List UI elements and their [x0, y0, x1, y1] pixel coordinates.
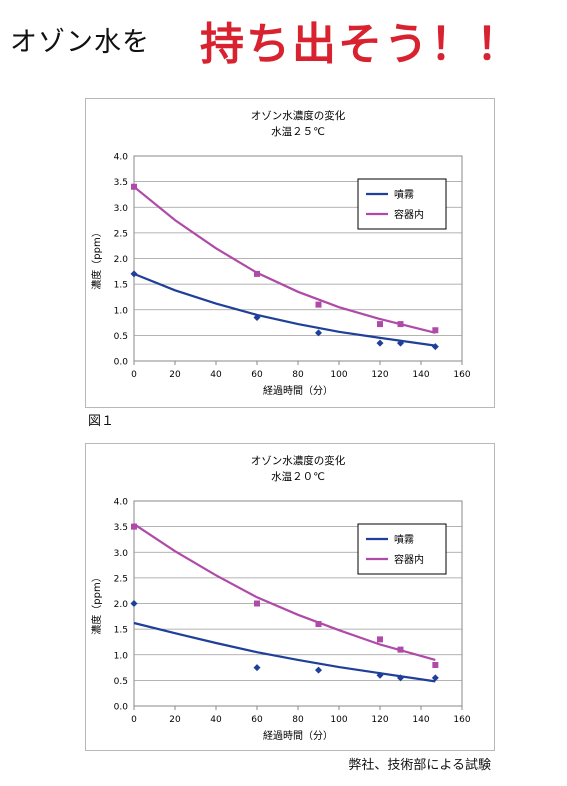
data-point-container: [377, 321, 383, 328]
x-tick-label: 140: [412, 715, 429, 725]
trendline-container: [133, 185, 436, 334]
x-tick-label: 40: [210, 370, 222, 380]
data-point-spray: [130, 270, 138, 278]
headline-left: オゾン水を: [10, 27, 150, 58]
x-tick-label: 100: [330, 370, 347, 380]
x-tick-label: 60: [251, 370, 263, 380]
y-tick-label: 4.0: [114, 153, 129, 163]
y-tick-label: 1.5: [114, 626, 128, 636]
data-point-spray: [397, 674, 404, 682]
x-axis-label: 経過時間（分）: [263, 384, 333, 397]
legend-label: 容器内: [394, 553, 424, 566]
x-tick-label: 160: [453, 370, 470, 380]
x-tick-label: 20: [169, 370, 181, 380]
x-tick-label: 100: [330, 715, 347, 725]
y-tick-label: 2.0: [114, 255, 129, 265]
data-point-spray: [253, 313, 261, 321]
data-point-container: [432, 662, 439, 668]
data-point-container: [397, 646, 404, 653]
data-point-container: [254, 600, 260, 607]
y-tick-label: 3.5: [114, 178, 128, 188]
trendline-spray: [133, 272, 436, 347]
data-point-spray: [376, 671, 384, 679]
x-tick-label: 20: [169, 715, 181, 725]
y-tick-label: 0.5: [114, 332, 128, 342]
y-tick-label: 3.5: [114, 523, 128, 533]
y-axis-label: 濃度（ppm）: [90, 227, 103, 289]
data-point-spray: [253, 664, 261, 672]
y-tick-label: 0.0: [114, 358, 129, 368]
data-point-container: [315, 621, 322, 627]
figure-label: 図１: [88, 414, 115, 429]
x-tick-label: 140: [412, 370, 429, 380]
y-tick-label: 0.0: [114, 703, 129, 713]
y-tick-label: 1.5: [114, 281, 128, 291]
data-point-spray: [431, 674, 439, 682]
data-point-container: [131, 523, 137, 530]
y-tick-label: 1.0: [114, 651, 129, 661]
chart-panel-1: オゾン水濃度の変化 水温２５℃ 0.0 0.5 1.0 1.5 2.0 2.5 3.0 3.5 4.…: [85, 98, 495, 408]
x-tick-label: 120: [371, 715, 388, 725]
data-point-container: [254, 270, 260, 277]
chart-subtitle: 水温２０℃: [271, 471, 325, 483]
y-axis-label: 濃度（ppm）: [90, 572, 103, 634]
legend-label: 噴霧: [394, 189, 414, 201]
legend-label: 容器内: [394, 208, 424, 221]
y-tick-label: 2.0: [114, 600, 129, 610]
y-tick-label: 3.0: [114, 204, 129, 214]
data-point-spray: [315, 666, 322, 674]
x-tick-label: 80: [292, 715, 304, 725]
x-tick-label: 40: [210, 715, 222, 725]
x-tick-label: 0: [131, 370, 137, 380]
legend-box: [357, 523, 447, 575]
data-point-spray: [431, 343, 439, 351]
data-point-spray: [376, 339, 384, 347]
data-point-spray: [315, 329, 322, 337]
x-tick-label: 60: [251, 715, 263, 725]
data-point-spray: [130, 600, 138, 607]
y-tick-label: 0.5: [114, 677, 128, 687]
legend-label: 噴霧: [394, 534, 414, 546]
chart-title: オゾン水濃度の変化: [251, 454, 346, 467]
y-tick-label: 1.0: [114, 306, 129, 316]
data-point-container: [432, 327, 439, 334]
footer-note: 弊社、技術部による試験: [348, 758, 491, 773]
data-point-container: [315, 301, 322, 308]
chart-panel-2: オゾン水濃度の変化 水温２０℃ 0.0 0.5 1.0 1.5 2.0 2.5 3.0 3.5 4.…: [85, 443, 495, 751]
headline-right: 持ち出そう！！: [200, 19, 522, 70]
chart-title: オゾン水濃度の変化: [251, 109, 346, 122]
y-tick-label: 3.0: [114, 549, 129, 559]
x-axis-label: 経過時間（分）: [263, 729, 333, 742]
x-tick-label: 120: [371, 370, 388, 380]
y-tick-label: 2.5: [114, 574, 128, 584]
x-tick-label: 0: [131, 715, 137, 725]
x-tick-label: 160: [453, 715, 470, 725]
data-point-container: [131, 183, 137, 190]
trendline-spray: [133, 621, 436, 683]
data-point-container: [397, 321, 404, 328]
data-point-container: [377, 636, 383, 643]
data-point-spray: [397, 339, 404, 347]
trendline-container: [133, 523, 436, 661]
y-tick-label: 4.0: [114, 498, 129, 508]
legend-box: [357, 178, 447, 230]
x-tick-label: 80: [292, 370, 304, 380]
chart-subtitle: 水温２５℃: [271, 126, 325, 138]
y-tick-label: 2.5: [114, 229, 128, 239]
